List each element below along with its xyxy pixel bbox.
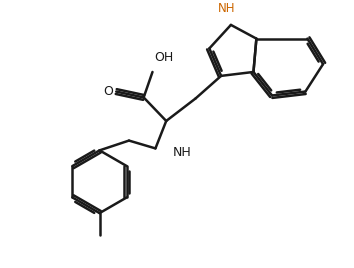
Text: O: O <box>103 85 113 98</box>
Text: NH: NH <box>218 2 236 15</box>
Text: OH: OH <box>154 51 174 64</box>
Text: NH: NH <box>173 146 192 159</box>
